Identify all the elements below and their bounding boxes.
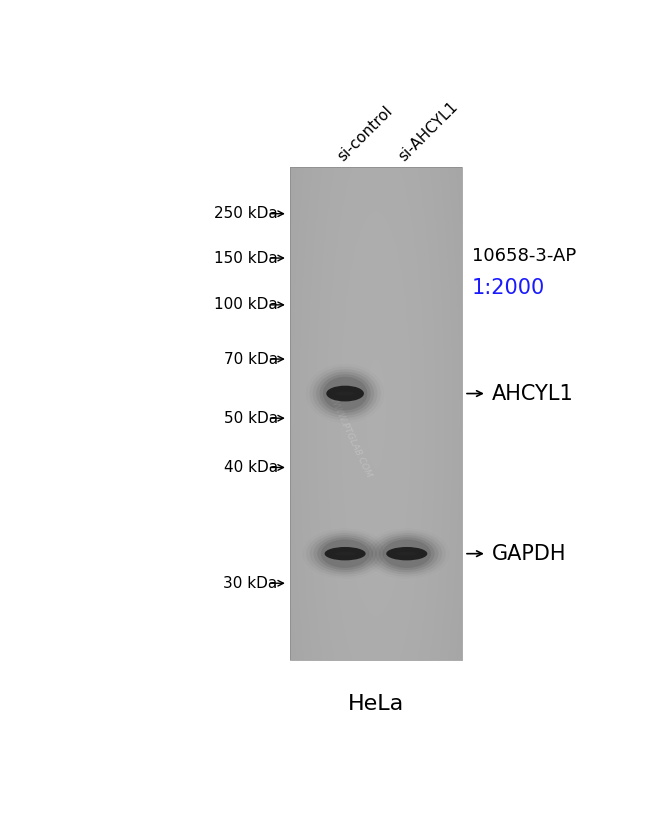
Text: 10658-3-AP: 10658-3-AP — [472, 247, 576, 264]
Ellipse shape — [335, 552, 356, 555]
Text: 100 kDa: 100 kDa — [214, 297, 278, 312]
Ellipse shape — [335, 391, 354, 396]
Ellipse shape — [313, 535, 377, 573]
Ellipse shape — [326, 386, 364, 401]
Ellipse shape — [323, 376, 367, 411]
Text: si-AHCYL1: si-AHCYL1 — [396, 99, 461, 164]
Ellipse shape — [324, 547, 366, 560]
Ellipse shape — [371, 533, 442, 574]
Text: si-control: si-control — [335, 103, 395, 164]
Ellipse shape — [386, 547, 427, 560]
Ellipse shape — [375, 535, 438, 573]
Text: 70 kDa: 70 kDa — [224, 352, 278, 366]
Ellipse shape — [316, 371, 374, 416]
Bar — [291, 167, 462, 660]
Ellipse shape — [379, 538, 435, 570]
Ellipse shape — [313, 369, 378, 418]
Ellipse shape — [320, 374, 370, 413]
Text: WWW.PTGLAB.COM: WWW.PTGLAB.COM — [328, 396, 373, 479]
Text: GAPDH: GAPDH — [492, 543, 566, 563]
Ellipse shape — [310, 533, 380, 574]
Ellipse shape — [321, 539, 369, 568]
Text: HeLa: HeLa — [348, 695, 404, 715]
Ellipse shape — [382, 539, 431, 568]
Ellipse shape — [317, 538, 373, 570]
Text: 40 kDa: 40 kDa — [224, 460, 278, 475]
Text: AHCYL1: AHCYL1 — [492, 384, 573, 404]
Text: 150 kDa: 150 kDa — [214, 251, 278, 266]
Text: 50 kDa: 50 kDa — [224, 411, 278, 425]
Ellipse shape — [396, 552, 417, 555]
Text: 1:2000: 1:2000 — [472, 278, 545, 297]
Text: 250 kDa: 250 kDa — [214, 206, 278, 221]
Text: 30 kDa: 30 kDa — [224, 576, 278, 591]
